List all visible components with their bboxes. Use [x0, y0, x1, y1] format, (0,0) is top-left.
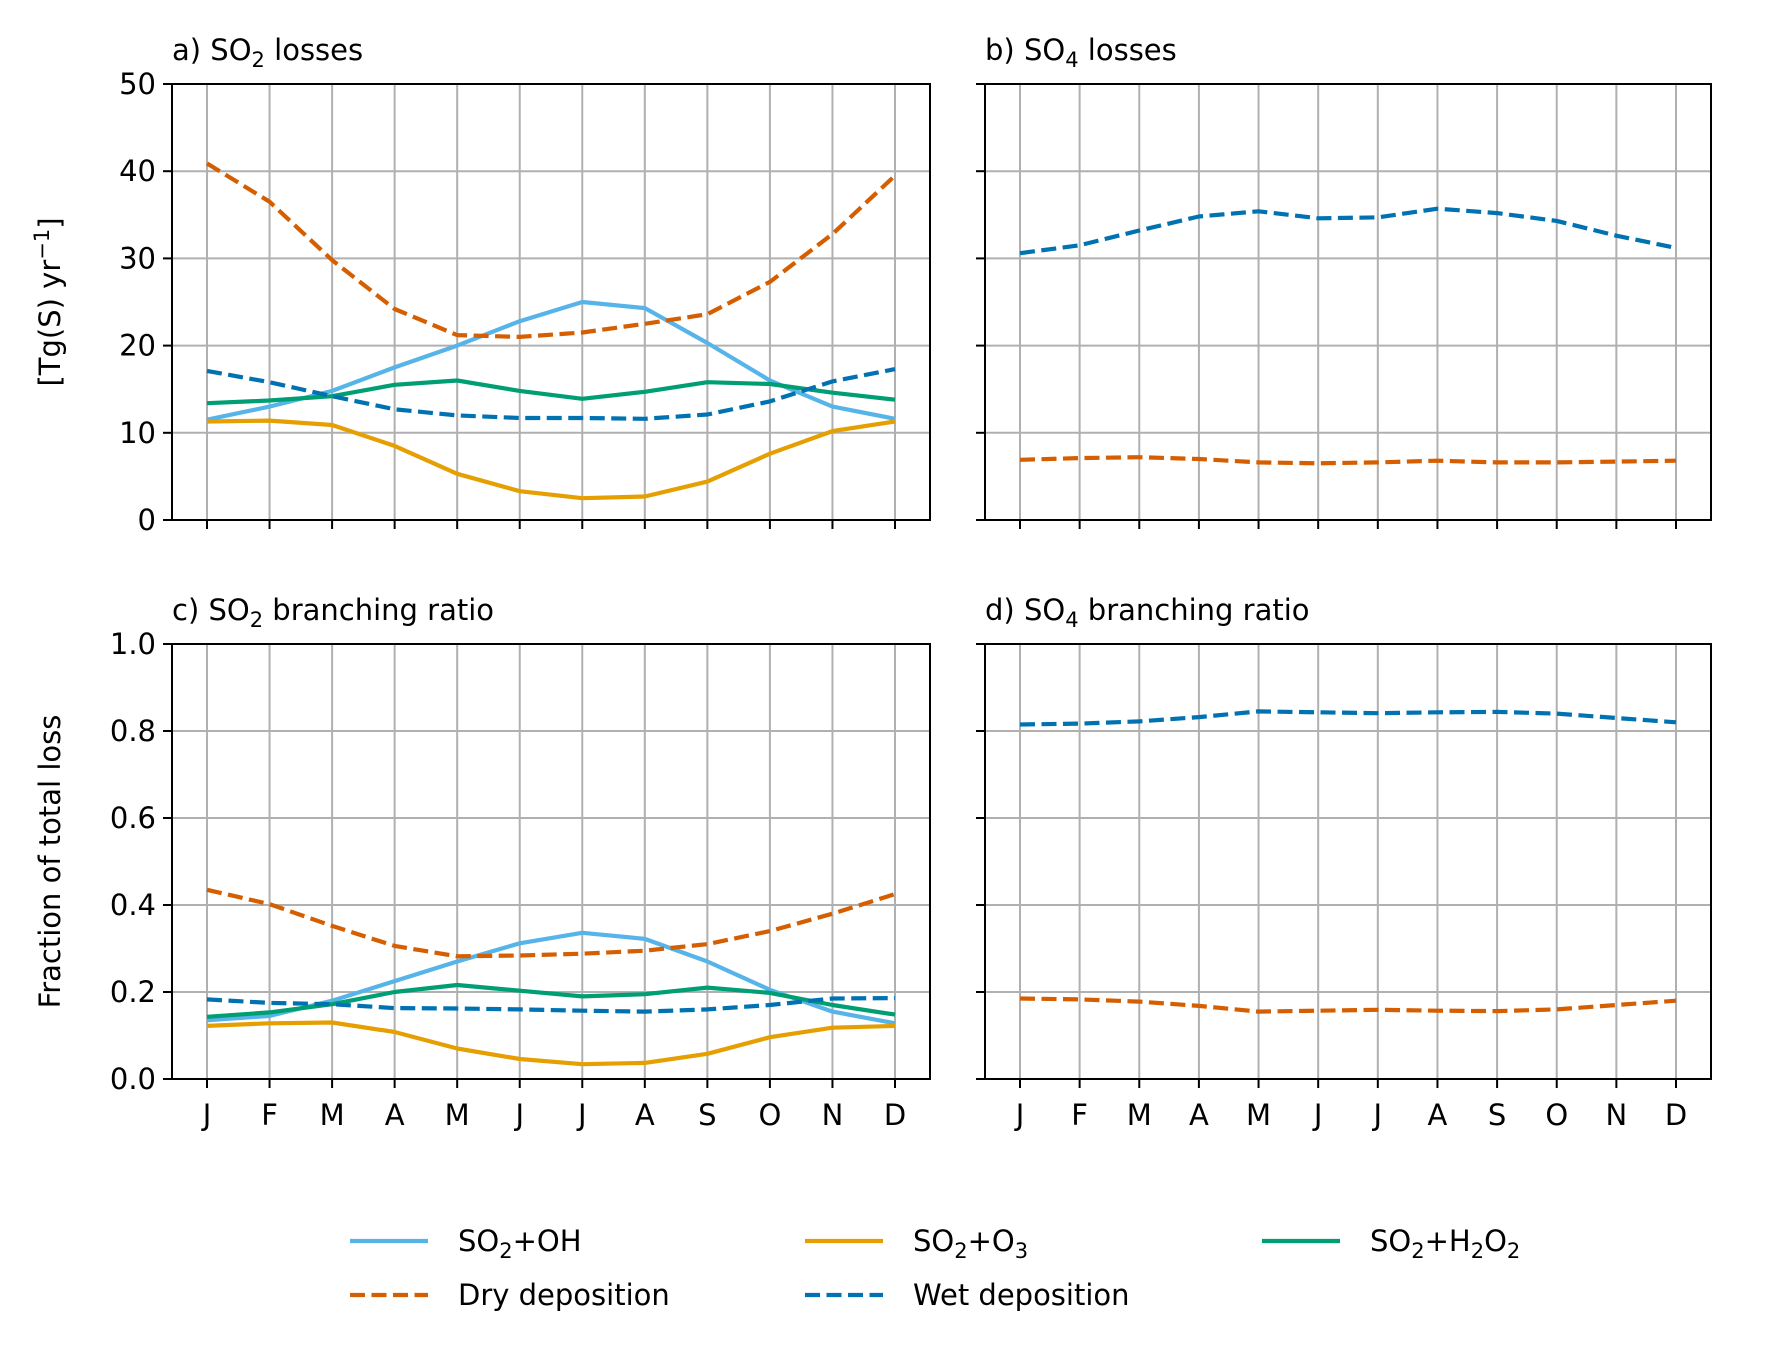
- series-group: [1019, 709, 1677, 1014]
- legend-item-so2-h2o2: SO2+H2O2: [1262, 1224, 1520, 1263]
- legend-label: Wet deposition: [913, 1278, 1130, 1312]
- series-line-dry: [206, 887, 896, 959]
- axes-frame: [984, 643, 1712, 1080]
- y-tick-label: 40: [119, 154, 156, 188]
- y-tick-label: 0.4: [110, 888, 156, 922]
- y-tick-label: 10: [119, 416, 156, 450]
- x-tick-label: J: [513, 1098, 524, 1132]
- legend-label: SO2+O3: [913, 1224, 1028, 1263]
- y-axis: 0.0 0.2 0.4 0.6 0.8 1.0: [110, 627, 172, 1096]
- x-tick-label: D: [1665, 1098, 1687, 1132]
- x-tick-label: A: [1428, 1098, 1448, 1132]
- legend-label: Dry deposition: [458, 1278, 670, 1312]
- series-line-wet: [206, 996, 896, 1014]
- series-line-so2-h2o2: [206, 378, 896, 406]
- legend-item-dry: Dry deposition: [350, 1278, 670, 1312]
- x-tick-label: J: [576, 1098, 587, 1132]
- legend-item-wet: Wet deposition: [805, 1278, 1130, 1312]
- x-tick-label: A: [635, 1098, 655, 1132]
- x-tick-label: N: [1606, 1098, 1628, 1132]
- series-line-dry: [205, 161, 897, 339]
- axes-frame: [171, 643, 931, 1080]
- panel-title: a) SO2 losses: [172, 33, 363, 72]
- x-tick-label: O: [758, 1098, 781, 1132]
- x-tick-label: J: [1372, 1098, 1383, 1132]
- grid: [172, 83, 930, 521]
- x-tick-label: S: [698, 1098, 716, 1132]
- grid: [985, 643, 1711, 1080]
- y-axis: [976, 83, 985, 521]
- y-tick-label: 0.0: [110, 1062, 156, 1096]
- series-line-wet: [1019, 709, 1677, 727]
- x-tick-label: J: [201, 1098, 212, 1132]
- y-tick-label: 20: [119, 329, 156, 363]
- x-tick-label: F: [1071, 1098, 1088, 1132]
- x-tick-label: M: [445, 1098, 470, 1132]
- x-tick-label: A: [385, 1098, 405, 1132]
- series-group: [206, 887, 896, 1067]
- panel-d: J F M A M J J A S O N Dd) SO4 branching ratio: [976, 593, 1712, 1132]
- series-line-so2-o3: [206, 418, 896, 501]
- series-group: [1019, 206, 1677, 466]
- legend: SO2+OH SO2+O3 SO2+H2O2 Dry deposition Wet de…: [350, 1224, 1520, 1312]
- x-tick-label: M: [1246, 1098, 1271, 1132]
- x-tick-label: N: [822, 1098, 844, 1132]
- x-tick-label: S: [1488, 1098, 1506, 1132]
- legend-label: SO2+OH: [458, 1224, 582, 1263]
- y-tick-label: 50: [119, 67, 156, 101]
- series-line-so2-oh: [206, 299, 896, 422]
- axes-frame: [171, 83, 931, 521]
- axes-frame: [984, 83, 1712, 521]
- y-tick-label: 0: [138, 503, 156, 537]
- panel-a: 0 10 20 30 40 50 a) SO2 losses [Tg(S) yr−1]: [30, 33, 931, 537]
- y-axis: 0 10 20 30 40 50: [119, 67, 172, 537]
- panel-b: b) SO4 losses: [976, 33, 1712, 529]
- x-tick-label: J: [1312, 1098, 1323, 1132]
- grid: [985, 83, 1711, 521]
- legend-item-so2-o3: SO2+O3: [805, 1224, 1028, 1263]
- x-tick-label: M: [320, 1098, 345, 1132]
- panel-title: b) SO4 losses: [985, 33, 1177, 72]
- y-tick-label: 0.8: [110, 714, 156, 748]
- series-line-wet: [206, 367, 896, 421]
- x-tick-label: F: [261, 1098, 278, 1132]
- legend-item-so2-oh: SO2+OH: [350, 1224, 582, 1263]
- series-line-wet: [1019, 206, 1677, 256]
- x-tick-label: A: [1189, 1098, 1209, 1132]
- panel-title: d) SO4 branching ratio: [985, 593, 1310, 632]
- panel-c: J F M A M J J A S O N D 0.0 0.2 0.4 0.6 0.8 1.0 c) SO2 bra…: [33, 593, 931, 1132]
- x-axis: [206, 520, 896, 529]
- x-tick-label: J: [1014, 1098, 1025, 1132]
- x-axis: [1019, 520, 1677, 529]
- y-tick-label: 0.2: [110, 975, 156, 1009]
- y-tick-label: 1.0: [110, 627, 156, 661]
- y-tick-label: 0.6: [110, 801, 156, 835]
- legend-label: SO2+H2O2: [1370, 1224, 1520, 1263]
- y-axis: [976, 643, 985, 1080]
- panel-title: c) SO2 branching ratio: [172, 593, 494, 632]
- series-line-dry: [1019, 455, 1677, 466]
- series-line-so2-o3: [206, 1020, 896, 1067]
- series-line-dry: [1019, 996, 1677, 1014]
- x-tick-label: D: [884, 1098, 906, 1132]
- series-group: [205, 161, 897, 501]
- y-axis-label: [Tg(S) yr−1]: [30, 217, 67, 386]
- x-tick-label: O: [1545, 1098, 1568, 1132]
- y-tick-label: 30: [119, 241, 156, 275]
- x-tick-label: M: [1127, 1098, 1152, 1132]
- y-axis-label: Fraction of total loss: [33, 715, 67, 1009]
